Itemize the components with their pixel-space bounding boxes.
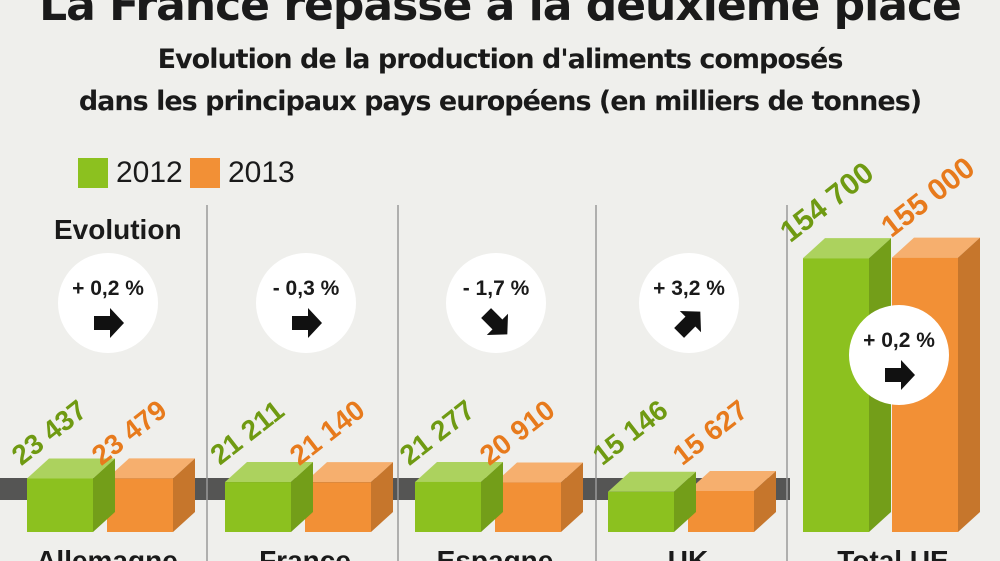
evolution-arrow-icon-0 [94, 308, 124, 338]
bar-2012-2 [415, 481, 481, 532]
bar-top-2012-4 [803, 238, 891, 259]
evolution-text-4: + 0,2 % [863, 329, 935, 352]
value-label-2012-4: 154 700 [774, 156, 880, 249]
value-label-2013-2: 20 910 [474, 394, 561, 471]
category-label-3: UK [668, 545, 708, 561]
bar-side-2013-0 [173, 458, 195, 532]
value-label-2012-3: 15 146 [587, 394, 674, 471]
bar-2012-3 [608, 491, 674, 532]
category-label-2: Espagne [437, 545, 554, 561]
evolution-arrow-icon-2 [481, 308, 509, 336]
evolution-arrow-icon-1 [292, 308, 322, 338]
value-label-2012-2: 21 277 [394, 394, 481, 471]
legend-item-2012: 2012 [78, 156, 183, 192]
bar-top-2013-0 [107, 458, 195, 479]
bar-top-2013-3 [688, 470, 776, 491]
chart-subtitle-line1: Evolution de la production d'aliments co… [157, 44, 844, 75]
evolution-text-2: - 1,7 % [463, 277, 530, 300]
bar-top-2012-2 [415, 461, 503, 482]
value-label-2013-4: 155 000 [875, 151, 981, 244]
evolution-arrow-icon-4 [885, 360, 915, 390]
evolution-text-1: - 0,3 % [273, 277, 340, 300]
category-label-4: Total UE [837, 545, 948, 561]
shadow-band [0, 478, 790, 500]
legend-label-2013: 2013 [228, 156, 295, 189]
bar-2013-3 [688, 490, 754, 532]
evolution-label: Evolution [54, 214, 182, 245]
chart-title: La France repasse à la deuxième place [39, 0, 962, 31]
bar-top-2012-1 [225, 462, 313, 483]
bar-top-2013-4 [892, 237, 980, 258]
evolution-badge-2 [446, 253, 546, 353]
bar-side-2013-4 [958, 237, 980, 532]
bar-2012-1 [225, 482, 291, 532]
bar-top-2012-3 [608, 471, 696, 492]
bar-side-2013-1 [371, 462, 393, 532]
chart-subtitle-line2: dans les principaux pays européens (en m… [78, 86, 922, 117]
bar-side-2012-3 [674, 471, 696, 532]
evolution-badge-3 [639, 253, 739, 353]
bar-top-2013-1 [305, 462, 393, 483]
bar-side-2012-1 [291, 462, 313, 532]
evolution-text-3: + 3,2 % [653, 277, 725, 300]
bar-top-2013-2 [495, 462, 583, 483]
legend-swatch-2013 [190, 158, 220, 188]
evolution-badge-0 [58, 253, 158, 353]
legend-label-2012: 2012 [116, 156, 183, 189]
bar-2012-4 [803, 258, 869, 532]
value-label-2013-3: 15 627 [667, 394, 754, 471]
category-label-1: France [259, 545, 351, 561]
category-label-0: Allemagne [36, 545, 178, 561]
bar-2012-0 [27, 478, 93, 532]
bar-side-2012-2 [481, 461, 503, 532]
value-label-2013-1: 21 140 [284, 394, 371, 471]
bar-2013-2 [495, 482, 561, 532]
evolution-badge-1 [256, 253, 356, 353]
evolution-arrow-icon-3 [674, 310, 702, 338]
bar-side-2013-2 [561, 462, 583, 532]
bar-side-2012-0 [93, 458, 115, 532]
legend-swatch-2012 [78, 158, 108, 188]
legend-item-2013: 2013 [190, 156, 295, 192]
bar-top-2012-0 [27, 458, 115, 479]
evolution-text-0: + 0,2 % [72, 277, 144, 300]
bar-2013-0 [107, 478, 173, 532]
bar-side-2013-3 [754, 470, 776, 532]
bar-2013-1 [305, 482, 371, 532]
evolution-badge-4 [849, 305, 949, 405]
value-label-2012-1: 21 211 [204, 394, 289, 470]
